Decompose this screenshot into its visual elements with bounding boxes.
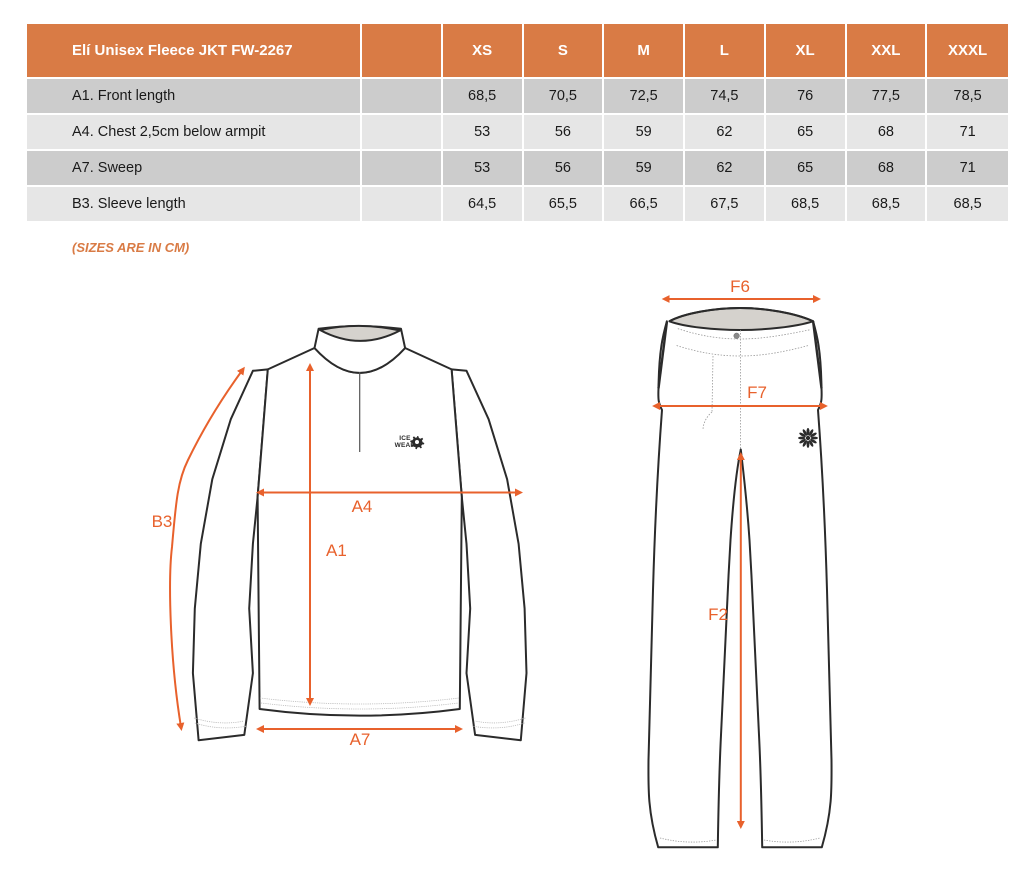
svg-text:F6: F6 xyxy=(730,277,750,296)
svg-text:F2: F2 xyxy=(708,605,728,624)
svg-text:F7: F7 xyxy=(747,383,767,402)
